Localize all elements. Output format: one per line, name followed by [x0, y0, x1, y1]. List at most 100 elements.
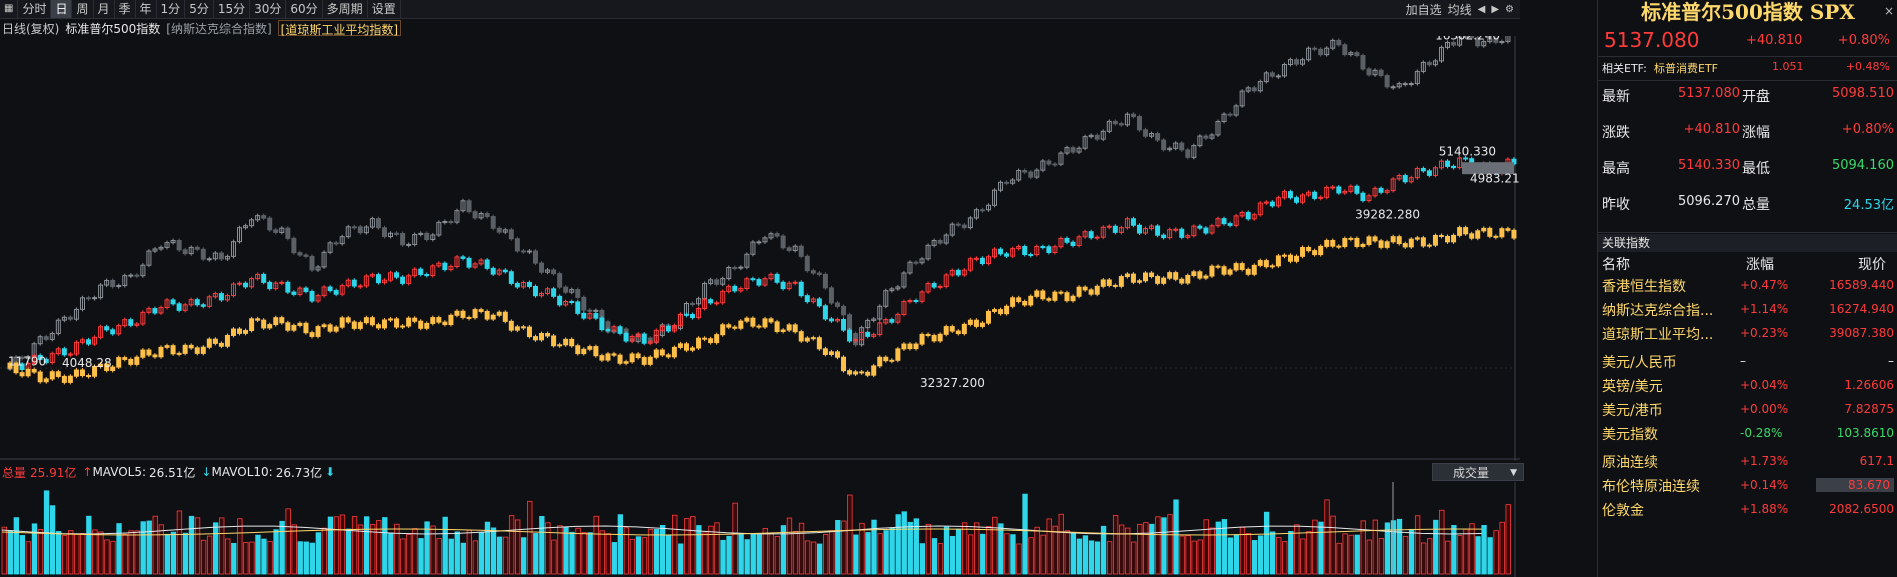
period-button[interactable]: 多周期	[323, 0, 368, 18]
stat-value: 5094.160	[1831, 158, 1894, 173]
period-button[interactable]: 分时	[18, 0, 52, 18]
candle-body	[273, 229, 279, 233]
right-arrow-icon[interactable]: ▶	[1491, 3, 1500, 15]
candle-body	[1197, 135, 1203, 147]
candle-body	[1324, 239, 1330, 247]
related-item[interactable]: 布伦特原油连续 +0.14% 83.670	[1598, 476, 1897, 498]
candle-body	[1511, 229, 1517, 239]
mavol10-down-arrow-icon: ⬇	[325, 465, 336, 479]
candle-body	[200, 248, 206, 260]
related-price: 16274.940	[1829, 302, 1894, 316]
candle-body	[1143, 272, 1149, 282]
candle-body	[828, 318, 834, 322]
candle-body	[1040, 290, 1046, 300]
volume-bar	[883, 530, 889, 575]
related-item[interactable]: 美元/人民币 – –	[1598, 352, 1897, 374]
volume-bar	[1378, 538, 1385, 575]
legend-nasdaq[interactable]: [纳斯达克综合指数]	[166, 22, 272, 36]
candle-body	[351, 279, 357, 287]
related-item[interactable]: 道琼斯工业平均... +0.23% 39087.380	[1598, 324, 1897, 346]
candle-body	[1233, 105, 1239, 116]
period-button[interactable]: 年	[136, 0, 157, 18]
candle-body	[55, 348, 61, 355]
candle-body	[726, 285, 732, 292]
candle-body	[1046, 246, 1052, 253]
candle-body	[907, 299, 913, 303]
candle-body	[212, 252, 218, 260]
related-item[interactable]: 美元指数 -0.28% 103.8610	[1598, 424, 1897, 446]
indicator-select[interactable]: 成交量 ▼	[1432, 463, 1524, 481]
candle-body	[1173, 228, 1179, 231]
period-button[interactable]: 月	[94, 0, 115, 18]
candle-body	[539, 262, 545, 273]
candle-body	[1402, 175, 1408, 183]
volume-chart[interactable]: 529.14万267.36万X1000	[0, 482, 1520, 577]
related-item[interactable]: 纳斯达克综合指... +1.14% 16274.940	[1598, 300, 1897, 322]
etf-row[interactable]: 相关ETF: 标普消费ETF 1.051 +0.48%	[1598, 60, 1897, 76]
period-button[interactable]: 1分	[157, 0, 186, 18]
candle-body	[889, 288, 895, 292]
candle-body	[1022, 300, 1028, 306]
candle-body	[889, 319, 895, 323]
period-button[interactable]: 季	[115, 0, 136, 18]
volume-bar	[206, 535, 213, 575]
related-item[interactable]: 美元/港币 +0.00% 7.82875	[1598, 400, 1897, 422]
related-price: 83.670	[1816, 478, 1894, 492]
volume-bar	[1167, 514, 1173, 575]
candle-body	[786, 324, 792, 331]
candle-body	[267, 324, 273, 329]
candle-body	[1010, 297, 1016, 307]
volume-bar	[466, 529, 473, 575]
candle-body	[1143, 129, 1149, 137]
candle-body	[1215, 218, 1221, 227]
period-button[interactable]: 30分	[250, 0, 287, 18]
candle-body	[1010, 248, 1016, 257]
grid-icon[interactable]: ▦	[0, 0, 19, 18]
period-button[interactable]: 15分	[214, 0, 251, 18]
volume-bar	[684, 518, 690, 575]
period-button[interactable]: 周	[72, 0, 94, 18]
stat-value: 24.53亿	[1843, 198, 1894, 213]
volume-bar	[249, 541, 255, 575]
candle-body	[690, 302, 696, 305]
moving-average-button[interactable]: 均线	[1447, 2, 1472, 17]
candle-body	[424, 322, 430, 329]
period-button[interactable]: 5分	[185, 0, 214, 18]
candle-body	[1233, 215, 1239, 226]
candle-body	[744, 253, 750, 268]
candle-body	[720, 290, 726, 304]
related-item[interactable]: 伦敦金 +1.88% 2082.6500	[1598, 500, 1897, 522]
candle-body	[949, 326, 955, 332]
main-price-chart[interactable]: 38.464%37.717%30.137%22.664%15.084%7.610…	[0, 36, 1520, 461]
etf-name[interactable]: 标普消费ETF	[1654, 62, 1718, 75]
candle-body	[116, 325, 122, 335]
candle-body	[979, 257, 985, 265]
close-icon[interactable]: ×	[1883, 4, 1894, 18]
stat-label: 最新	[1602, 89, 1630, 105]
volume-bar	[913, 518, 919, 575]
related-item[interactable]: 原油连续 +1.73% 617.1	[1598, 452, 1897, 474]
related-item[interactable]: 英镑/美元 +0.04% 1.26606	[1598, 376, 1897, 398]
volume-bar	[1396, 518, 1403, 575]
candle-body	[1281, 254, 1287, 257]
add-watchlist-button[interactable]: 加自选	[1405, 2, 1442, 17]
candle-body	[327, 286, 333, 292]
legend-dji[interactable]: [道琼斯工业平均指数]	[277, 20, 402, 37]
settings-icon[interactable]: ⚙	[1505, 3, 1514, 15]
candle-body	[750, 317, 756, 327]
period-button[interactable]: 60分	[286, 0, 323, 18]
left-arrow-icon[interactable]: ◀	[1477, 3, 1486, 15]
chart-legend: 日线(复权) 标准普尔500指数 [纳斯达克综合指数] [道琼斯工业平均指数]	[2, 20, 402, 37]
period-button[interactable]: 日	[51, 0, 73, 18]
candle-body	[122, 319, 128, 327]
related-item[interactable]: 香港恒生指数 +0.47% 16589.440	[1598, 276, 1897, 298]
volume-bar	[158, 524, 164, 575]
period-button[interactable]: 设置	[368, 0, 401, 18]
last-price: 5137.080	[1604, 28, 1700, 52]
candle-body	[430, 234, 436, 241]
volume-bar	[949, 535, 956, 575]
volume-bar	[303, 541, 309, 575]
legend-spx[interactable]: 标准普尔500指数	[65, 22, 161, 36]
candle-body	[363, 275, 369, 287]
candle-body	[1136, 224, 1142, 234]
